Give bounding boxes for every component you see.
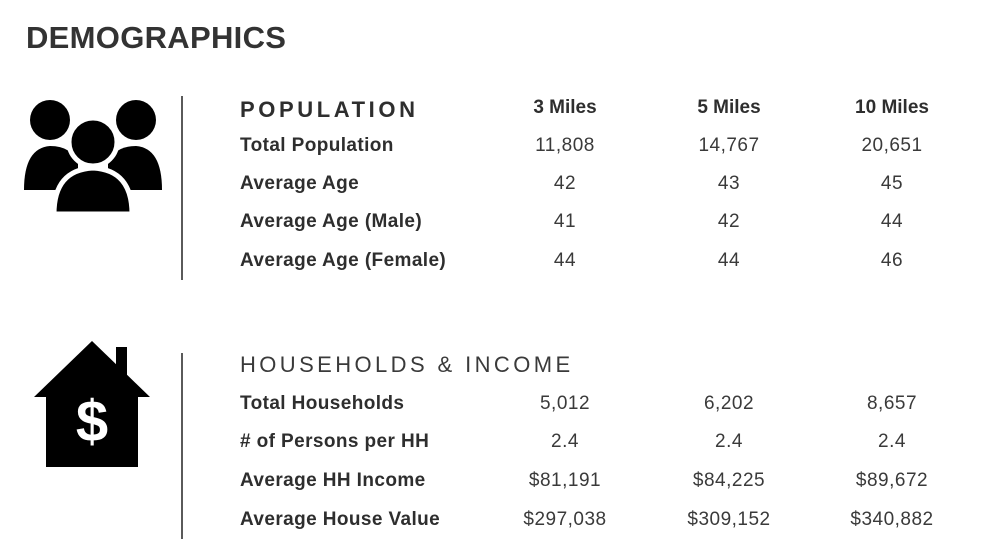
households-section: $ HOUSEHOLDS & INCOME Total Households 5… xyxy=(0,341,984,555)
table-row: Average Age 42 43 45 xyxy=(240,169,960,199)
page-title: DEMOGRAPHICS xyxy=(26,20,287,55)
population-section: POPULATION 3 Miles 5 Miles 10 Miles Tota… xyxy=(0,90,984,290)
table-row: Average Age (Female) 44 44 46 xyxy=(240,246,960,276)
row-label: Total Households xyxy=(240,393,405,414)
table-row: Total Population 11,808 14,767 20,651 xyxy=(240,131,960,161)
value-5-miles: 14,767 xyxy=(698,135,760,156)
row-label: Average Age (Male) xyxy=(240,211,423,232)
value-5-miles: 43 xyxy=(717,173,741,194)
value-10-miles: 20,651 xyxy=(861,135,923,156)
value-10-miles: 46 xyxy=(880,250,904,271)
people-group-icon xyxy=(24,100,162,214)
house-dollar-icon: $ xyxy=(34,341,150,467)
households-heading: HOUSEHOLDS & INCOME xyxy=(240,352,574,377)
value-5-miles: 44 xyxy=(717,250,741,271)
value-3-miles: 11,808 xyxy=(535,135,595,156)
value-10-miles: $89,672 xyxy=(855,470,929,491)
table-row: Average HH Income $81,191 $84,225 $89,67… xyxy=(240,466,960,496)
value-5-miles: 42 xyxy=(717,211,741,232)
value-10-miles: 44 xyxy=(880,211,904,232)
value-3-miles: 42 xyxy=(553,173,577,194)
table-row: Average House Value $297,038 $309,152 $3… xyxy=(240,505,960,535)
column-header-5-miles: 5 Miles xyxy=(697,97,761,118)
value-3-miles: 41 xyxy=(553,211,577,232)
section-divider xyxy=(181,353,183,539)
value-3-miles: 5,012 xyxy=(539,393,591,414)
table-row: Average Age (Male) 41 42 44 xyxy=(240,207,960,237)
value-10-miles: 8,657 xyxy=(866,393,918,414)
section-divider xyxy=(181,96,183,280)
dollar-glyph: $ xyxy=(76,389,108,454)
column-header-10-miles: 10 Miles xyxy=(855,97,929,118)
column-header-3-miles: 3 Miles xyxy=(533,97,597,118)
value-10-miles: 2.4 xyxy=(878,431,906,452)
value-5-miles: $84,225 xyxy=(692,470,766,491)
value-10-miles: $340,882 xyxy=(850,509,934,530)
value-5-miles: 2.4 xyxy=(715,431,743,452)
row-label: Average Age xyxy=(240,173,360,194)
row-label: Average House Value xyxy=(240,509,441,530)
row-label: Total Population xyxy=(240,135,394,156)
table-row: # of Persons per HH 2.4 2.4 2.4 xyxy=(240,427,960,457)
value-3-miles: $81,191 xyxy=(528,470,602,491)
row-label: Average Age (Female) xyxy=(240,250,447,271)
row-label: # of Persons per HH xyxy=(240,431,430,452)
value-3-miles: 2.4 xyxy=(551,431,579,452)
value-5-miles: $309,152 xyxy=(687,509,771,530)
value-10-miles: 45 xyxy=(880,173,904,194)
population-heading: POPULATION xyxy=(240,97,419,122)
value-3-miles: 44 xyxy=(553,250,577,271)
row-label: Average HH Income xyxy=(240,470,426,491)
value-5-miles: 6,202 xyxy=(703,393,755,414)
table-row: Total Households 5,012 6,202 8,657 xyxy=(240,389,960,419)
value-3-miles: $297,038 xyxy=(523,509,607,530)
